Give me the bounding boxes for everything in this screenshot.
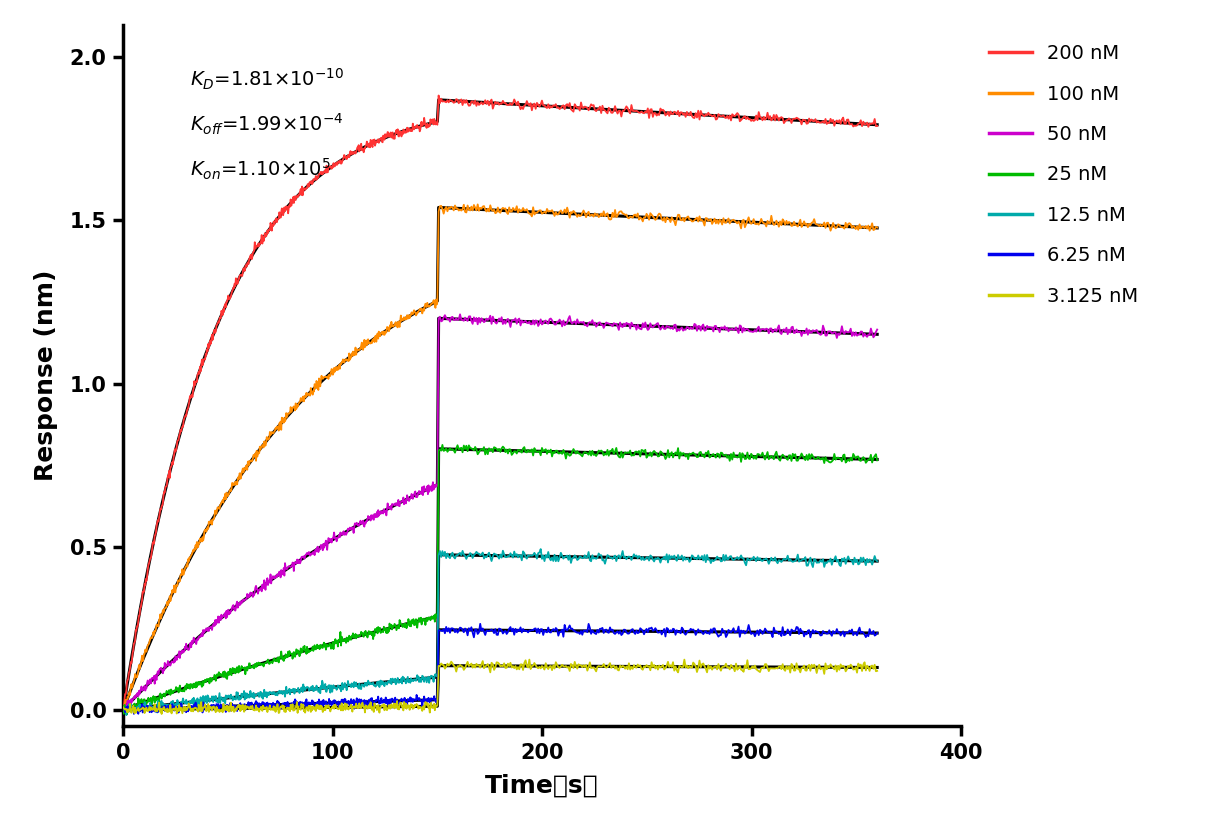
- X-axis label: Time（s）: Time（s）: [485, 774, 599, 798]
- Legend: 200 nM, 100 nM, 50 nM, 25 nM, 12.5 nM, 6.25 nM, 3.125 nM: 200 nM, 100 nM, 50 nM, 25 nM, 12.5 nM, 6…: [979, 35, 1148, 315]
- Text: $K_D$=1.81×10$^{-10}$
$K_{off}$=1.99×10$^{-4}$
$K_{on}$=1.10×10$^{5}$: $K_D$=1.81×10$^{-10}$ $K_{off}$=1.99×10$…: [190, 67, 345, 182]
- Y-axis label: Response (nm): Response (nm): [34, 270, 58, 481]
